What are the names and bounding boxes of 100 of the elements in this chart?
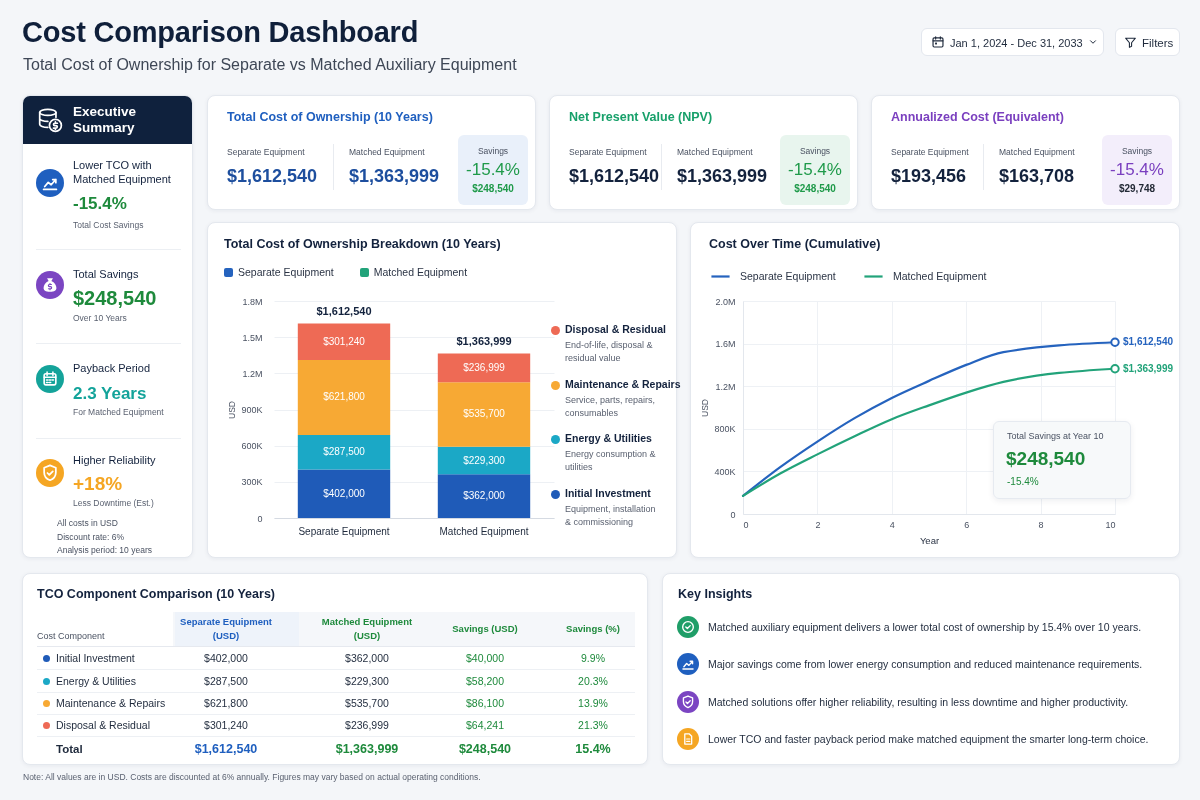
text: End-of-life, disposal & residual value (565, 339, 654, 365)
text: $1,363,999 (334, 742, 400, 756)
text: $64,241 (465, 718, 505, 732)
text: 13.9% (577, 696, 609, 710)
text: Major savings come from lower energy consumption and reduced maintenance requirements. (708, 657, 1143, 672)
text: All costs in USD (57, 518, 118, 528)
text: Separate Equipment (USD) (179, 615, 273, 643)
bar (297, 359, 391, 435)
text: Cost Comparison Dashboard (22, 16, 419, 49)
text: Net Present Value (NPV) (569, 110, 713, 124)
text: $1,363,999 (349, 166, 440, 187)
text: Disposal & Residual (56, 718, 150, 732)
text: Discount rate: 6% (57, 531, 125, 542)
text: Matched auxiliary equipment delivers a lower total cost of ownership by 15.4% over 10 years. (708, 620, 1142, 634)
x-tick-label: 2 (815, 519, 821, 530)
text: Separate Equipment (227, 147, 305, 157)
legend-label: Energy & Utilities (565, 432, 652, 444)
data-label: $402,000 (323, 487, 366, 499)
text: 15.4% (574, 742, 612, 756)
text: $1,612,540 (227, 166, 318, 187)
x-tick-label: 6 (964, 519, 970, 530)
bar (437, 474, 531, 518)
text: $229,300 (344, 674, 390, 688)
y-tick-label: 600K (241, 441, 263, 452)
text: Key Insights (678, 587, 753, 601)
text: -15.4% (1109, 160, 1165, 180)
text: Total Cost Savings (73, 219, 145, 231)
x-axis-title: Year (919, 534, 940, 546)
text: $29,748 (1117, 183, 1157, 194)
text: Less Downtime (Est.) (73, 497, 155, 509)
legend-label: Maintenance & Repairs (565, 377, 681, 390)
text: Over 10 Years (73, 312, 128, 324)
x-tick-label: Separate Equipment (298, 525, 390, 537)
bar (297, 434, 391, 470)
text: $621,800 (203, 696, 249, 710)
text: 9.9% (580, 651, 606, 665)
text: Matched Equipment (677, 147, 753, 157)
text: Higher Reliability (73, 453, 157, 467)
y-tick-label: 1.8M (242, 296, 263, 307)
text: Separate Equipment (238, 266, 334, 278)
bar (437, 382, 531, 447)
text: $40,000 (465, 651, 505, 665)
y-tick-label: 2.0M (715, 296, 736, 307)
text: $248,540 (793, 183, 837, 194)
text: Savings (476, 146, 510, 156)
data-label: $301,240 (323, 335, 366, 347)
text: Savings (798, 146, 832, 156)
legend-label: Disposal & Residual (565, 323, 666, 335)
text: Initial Investment (56, 651, 135, 665)
text: Matched Equipment (999, 147, 1075, 157)
data-label: $1,363,999 (1123, 362, 1174, 374)
text: Energy & Utilities (56, 674, 136, 688)
text: Lower TCO and faster payback period make matched equipment the smarter long-term choice. (708, 732, 1149, 747)
text: Matched solutions offer higher reliability, resulting in less downtime and higher productivity. (708, 694, 1129, 709)
text: Payback Period (73, 361, 152, 375)
text: $248,540 (471, 183, 515, 194)
text: Service, parts, repairs, consumables (565, 393, 657, 420)
data-label: $1,612,540 (1123, 336, 1174, 348)
text: +18% (73, 473, 124, 495)
y-tick-label: 1.5M (242, 332, 263, 343)
x-tick-label: 8 (1038, 519, 1044, 530)
y-tick-label: 1.6M (715, 339, 736, 350)
text: $248,540 (73, 287, 158, 309)
text: $86,100 (465, 696, 505, 710)
text: $193,456 (891, 166, 967, 187)
text: Energy consumption & utilities (565, 448, 657, 474)
x-tick-label: Matched Equipment (439, 525, 529, 537)
y-tick-label: 1.2M (242, 368, 263, 379)
text: Analysis period: 10 years (57, 545, 152, 555)
data-label: $229,300 (463, 454, 506, 466)
chart-title: Cost Over Time (Cumulative) (709, 237, 881, 251)
x-tick-label: 0 (743, 519, 749, 530)
y-tick-label: 1.2M (715, 381, 736, 392)
text: Total (56, 742, 83, 756)
text: $535,700 (344, 696, 390, 710)
annotation: $248,540 (1006, 448, 1086, 470)
text: $362,000 (344, 651, 390, 665)
text: $301,240 (203, 718, 249, 732)
x-tick-label: 10 (1105, 519, 1116, 530)
text: Equipment, installation & commissioning (565, 502, 657, 529)
text: Annualized Cost (Equivalent) (891, 110, 1064, 124)
text: -15.4% (73, 193, 128, 215)
x-tick-label: 4 (889, 519, 895, 530)
text: Total Savings (73, 267, 140, 281)
text: $248,540 (457, 742, 513, 756)
text: Matched Equipment (373, 266, 468, 278)
text: $1,612,540 (193, 742, 259, 756)
y-tick-label: 800K (714, 424, 736, 435)
text: Matched Equipment (349, 147, 425, 157)
text: $402,000 (203, 651, 249, 665)
annotation: Total Savings at Year 10 (1007, 431, 1104, 441)
text: Lower TCO with Matched Equipment (73, 158, 172, 186)
text: $163,708 (999, 166, 1075, 187)
data-label: $621,800 (323, 391, 366, 403)
text: Executive Summary (73, 104, 138, 136)
y-tick-label: 0 (730, 509, 736, 520)
text: Total Cost of Ownership (10 Years) (227, 110, 433, 124)
text: Maintenance & Repairs (56, 696, 166, 710)
text: $287,500 (203, 674, 249, 688)
data-label: $535,700 (463, 408, 506, 420)
